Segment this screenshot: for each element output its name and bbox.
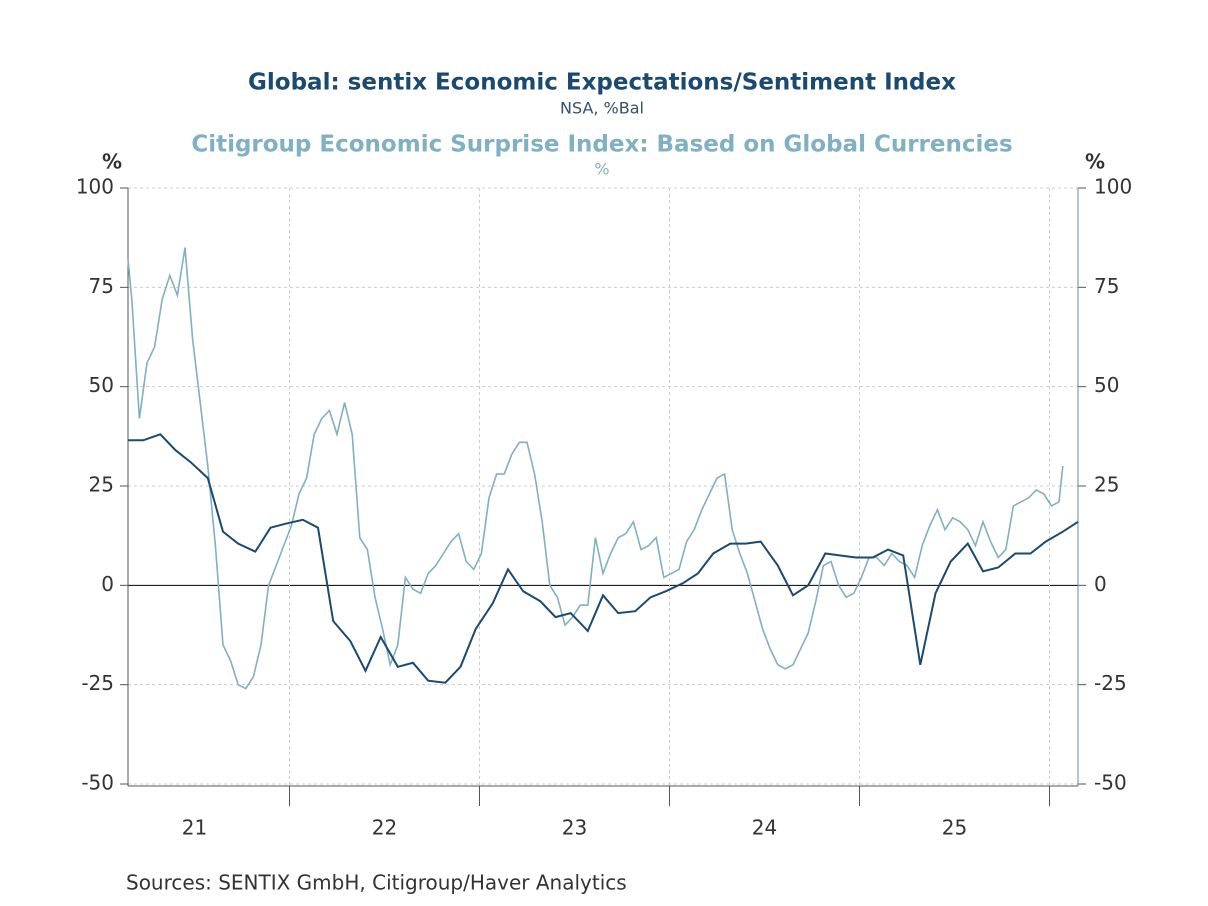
x-tick-label: 25	[942, 816, 967, 840]
subtitle: NSA, %Bal	[560, 99, 644, 118]
chart-title: Global: sentix Economic Expectations/Sen…	[248, 70, 956, 96]
series-line	[127, 247, 1064, 690]
y2-tick-label: 50	[1094, 373, 1119, 397]
y-tick-label: 100	[76, 175, 114, 199]
x-tick-label: 21	[182, 816, 207, 840]
x-tick-label: 23	[562, 816, 587, 840]
y2-tick-label: 100	[1094, 175, 1132, 199]
chart-title: Citigroup Economic Surprise Index: Based…	[191, 132, 1012, 158]
y-tick-label: 25	[89, 473, 114, 497]
y-tick-label: -25	[81, 671, 114, 695]
source-note: Sources: SENTIX GmbH, Citigroup/Haver An…	[126, 871, 627, 895]
y-tick-label: -50	[81, 771, 114, 795]
y-axis-label: %	[102, 150, 122, 174]
x-tick-label: 22	[372, 816, 397, 840]
series-line	[128, 433, 1079, 684]
y2-tick-label: -50	[1094, 771, 1127, 795]
x-tick-label: 24	[752, 816, 777, 840]
y-tick-label: 50	[89, 373, 114, 397]
y-tick-label: 75	[89, 274, 114, 298]
y2-tick-label: -25	[1094, 671, 1127, 695]
y2-tick-label: 0	[1094, 572, 1107, 596]
subtitle: %	[594, 160, 609, 179]
y2-tick-label: 25	[1094, 473, 1119, 497]
y2-axis-label: %	[1085, 150, 1105, 174]
y2-tick-label: 75	[1094, 274, 1119, 298]
y-tick-label: 0	[101, 572, 114, 596]
